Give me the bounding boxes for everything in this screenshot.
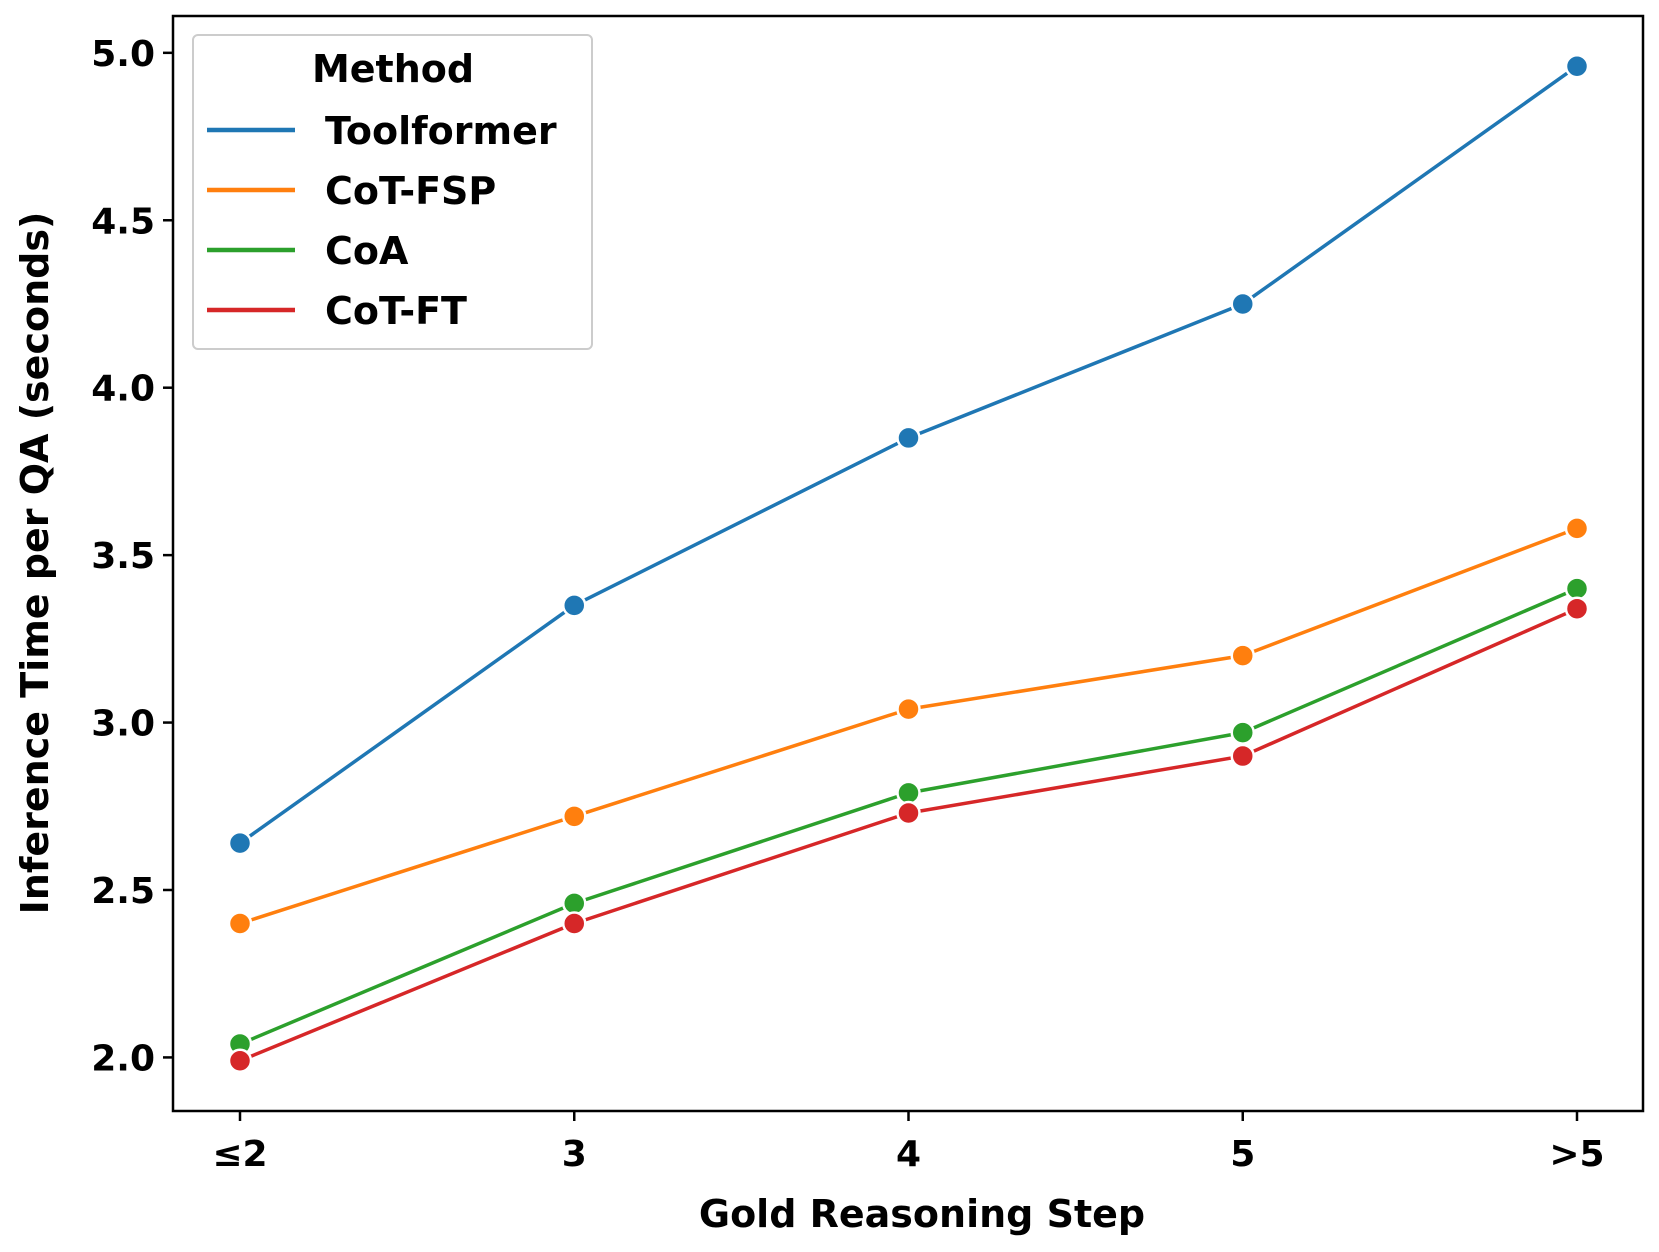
- data-point-cot-ft: [227, 1048, 253, 1074]
- legend-box: [192, 34, 593, 350]
- data-point-cot-fsp: [227, 911, 253, 936]
- data-point-coa: [562, 891, 587, 916]
- y-tick-label: 5.0: [91, 34, 155, 75]
- legend-label: Toolformer: [325, 109, 557, 153]
- data-point-coa: [1564, 576, 1590, 601]
- y-tick-label: 3.5: [91, 536, 155, 577]
- legend-entry-cot-ft: CoT-FT: [207, 289, 467, 333]
- data-point-cot-fsp: [896, 696, 921, 722]
- legend-label: CoT-FT: [325, 289, 467, 333]
- legend-entry-cot-fsp: CoT-FSP: [207, 169, 496, 213]
- x-axis: ≤2 3 4 5 >5: [212, 1111, 1605, 1175]
- data-point-cot-ft: [896, 800, 921, 826]
- series-layer: [227, 53, 1590, 1074]
- data-point-toolformer: [1230, 291, 1255, 317]
- data-point-toolformer: [227, 830, 253, 856]
- x-tick-label: 3: [562, 1134, 587, 1175]
- data-point-cot-ft: [562, 911, 587, 936]
- y-tick-label: 2.0: [91, 1038, 155, 1079]
- legend-entry-coa: CoA: [207, 229, 409, 273]
- data-point-cot-ft: [1230, 743, 1255, 769]
- y-tick-label: 4.5: [91, 201, 155, 242]
- series-line-cot-fsp: [239, 526, 1578, 926]
- x-tick-label: 4: [896, 1134, 921, 1175]
- data-point-cot-ft: [1564, 596, 1590, 621]
- y-axis: 2.0 2.5 3.0 3.5 4.0 4.5 5.0: [91, 34, 173, 1079]
- data-point-cot-fsp: [562, 804, 587, 829]
- y-tick-label: 3.0: [91, 704, 155, 745]
- x-tick-label: ≤2: [212, 1134, 267, 1175]
- data-point-toolformer: [1564, 53, 1590, 79]
- legend-entry-toolformer: Toolformer: [207, 109, 557, 153]
- y-tick-label: 2.5: [91, 871, 155, 912]
- series-toolformer: [227, 53, 1590, 856]
- x-tick-label: >5: [1549, 1134, 1604, 1175]
- x-axis-label: Gold Reasoning Step: [699, 1192, 1145, 1236]
- data-point-coa: [896, 780, 921, 806]
- data-point-cot-fsp: [1564, 516, 1590, 541]
- data-point-toolformer: [896, 425, 921, 451]
- legend-label: CoT-FSP: [325, 169, 496, 213]
- legend: Method Toolformer CoT-FSP CoA CoT-FT: [192, 34, 593, 350]
- y-tick-label: 4.0: [91, 369, 155, 410]
- y-axis-label: Inference Time per QA (seconds): [13, 212, 57, 915]
- data-point-cot-fsp: [1230, 643, 1255, 668]
- series-cot-fsp: [227, 516, 1590, 936]
- legend-label: CoA: [325, 229, 409, 273]
- data-point-toolformer: [562, 593, 587, 618]
- series-cot-ft: [227, 596, 1590, 1074]
- x-tick-label: 5: [1230, 1134, 1255, 1175]
- data-point-coa: [1230, 720, 1255, 745]
- legend-title: Method: [312, 47, 474, 91]
- legend-entries: Toolformer CoT-FSP CoA CoT-FT: [207, 109, 557, 333]
